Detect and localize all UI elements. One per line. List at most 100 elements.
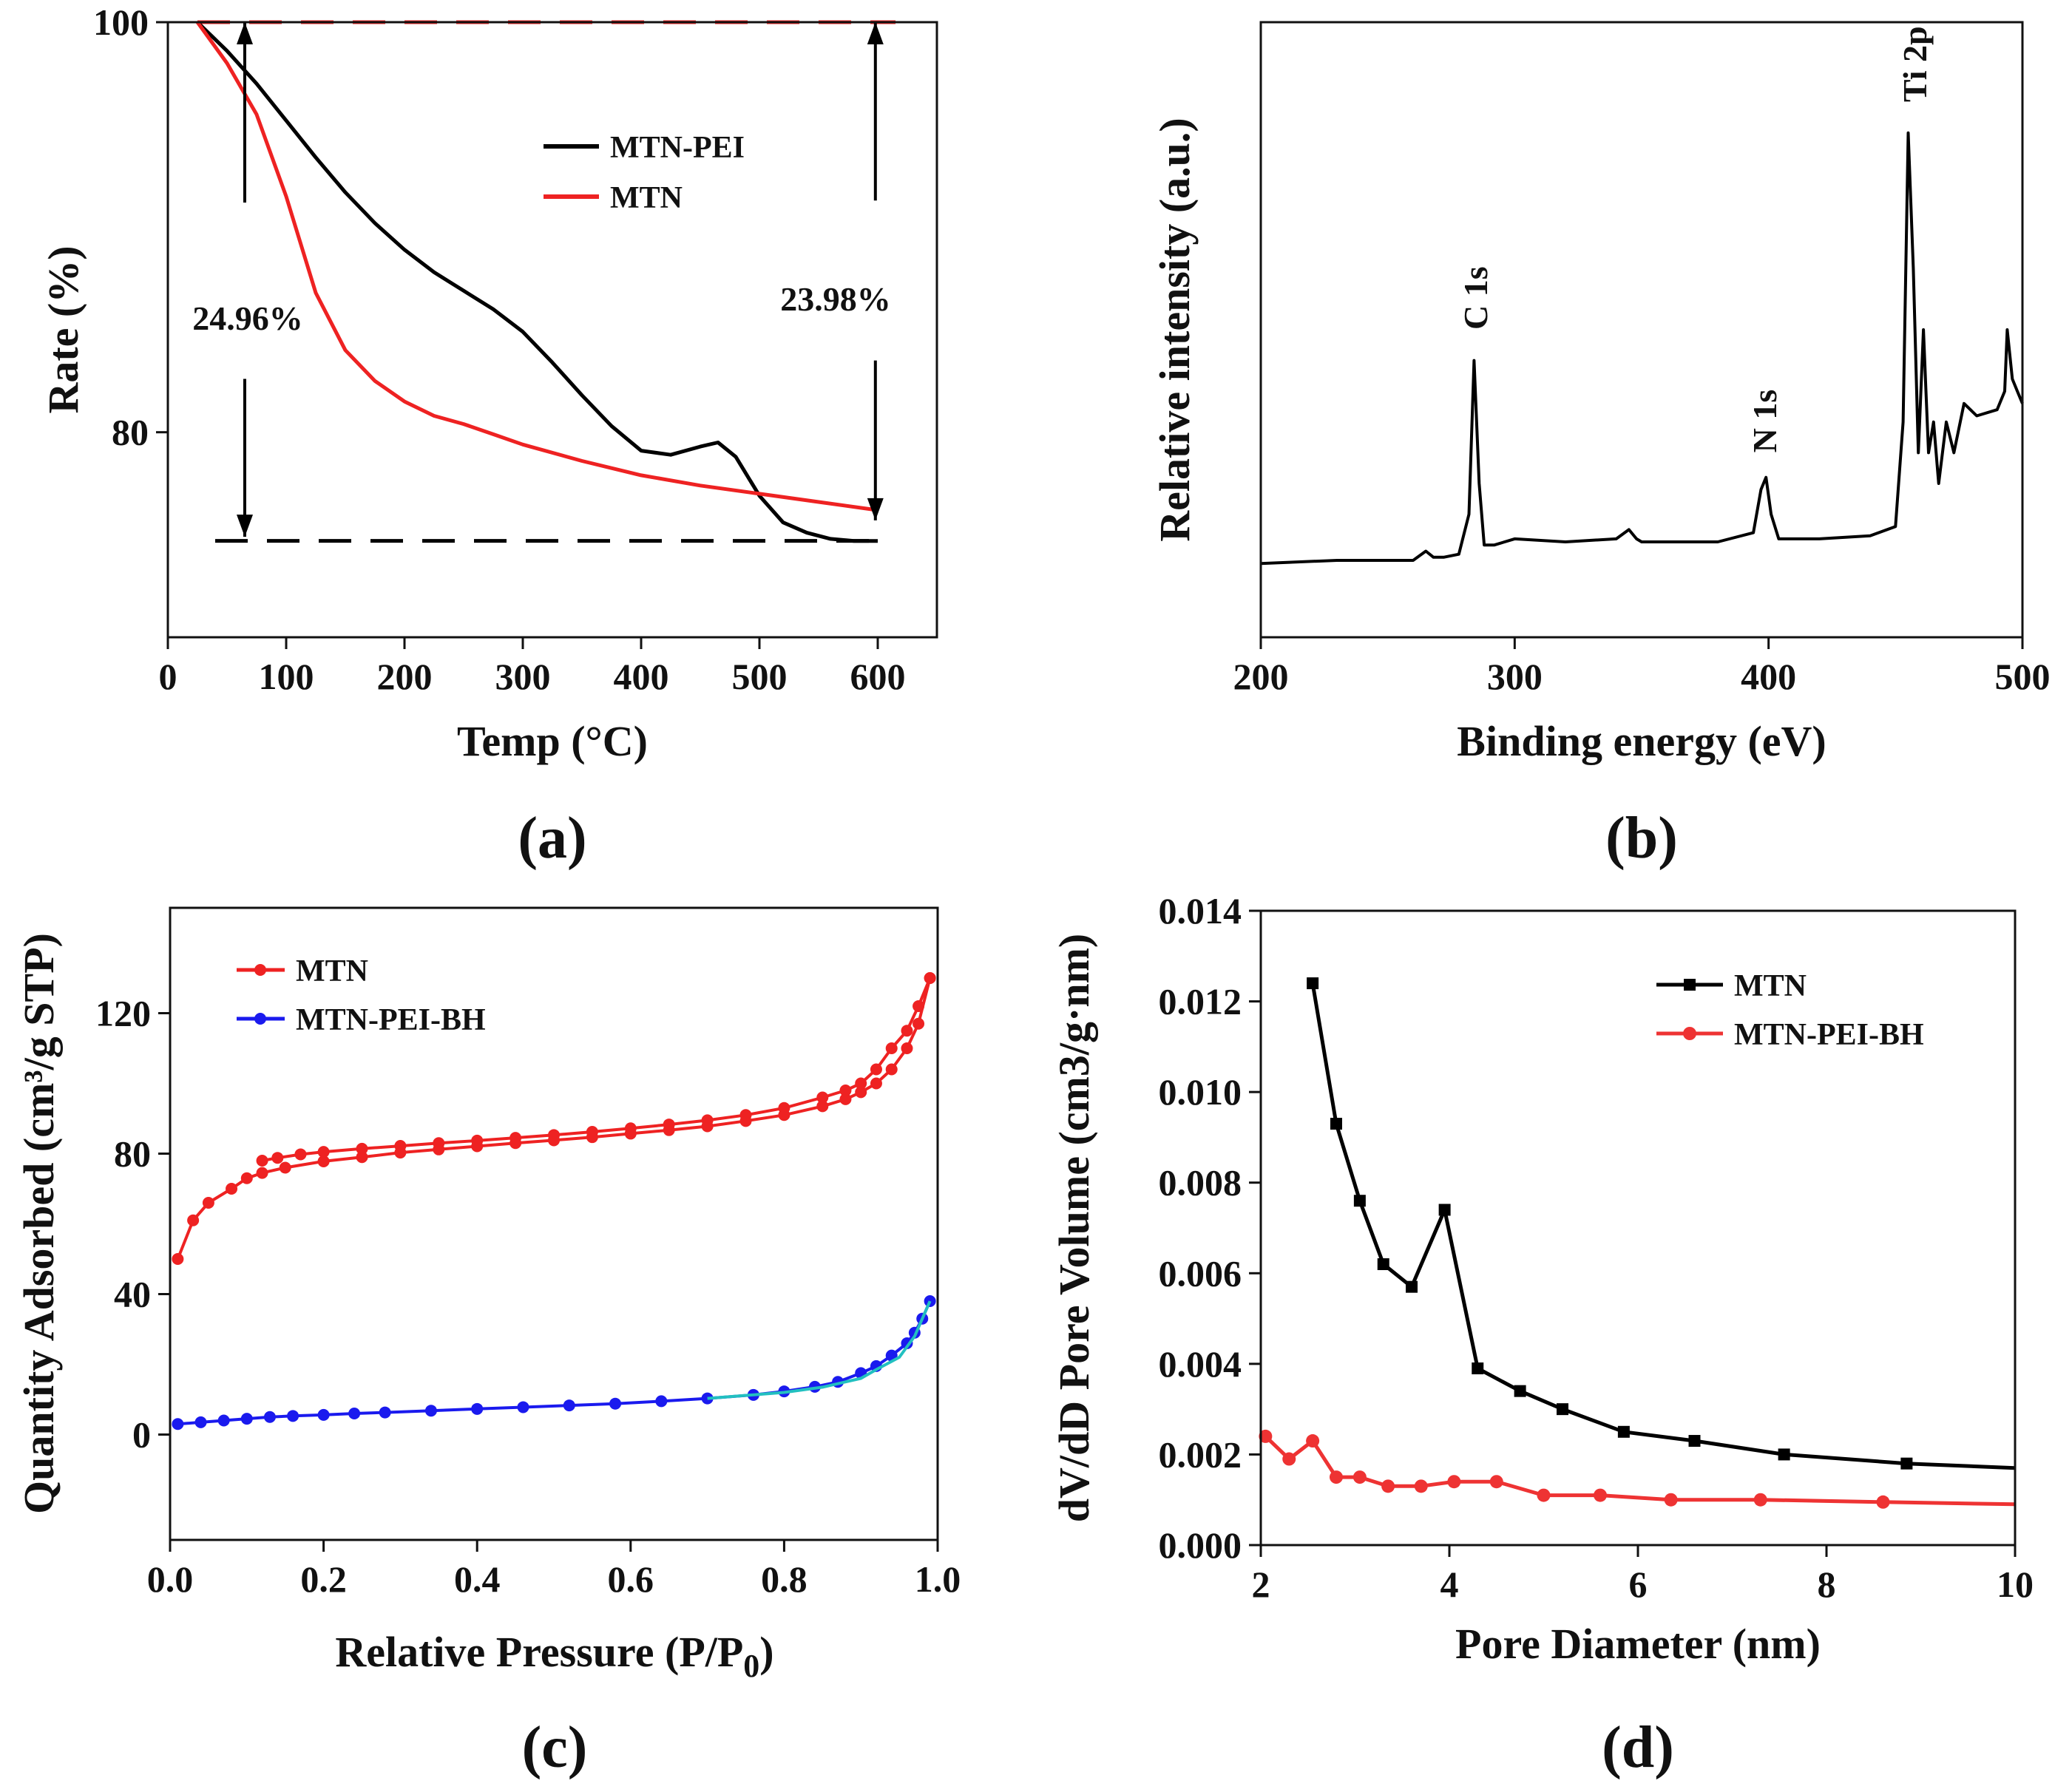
panel-d-ytick-label: 0.004 — [1159, 1343, 1242, 1385]
point-mtn-pei-bh — [317, 1408, 330, 1421]
point-mtn-pei-bh — [263, 1411, 276, 1423]
panel-c-ytick-label: 80 — [114, 1133, 151, 1175]
panel-a-xtick-label: 100 — [259, 656, 314, 697]
point-mtn-desorption — [913, 1000, 925, 1012]
point-mtn-pei-bh — [1537, 1488, 1551, 1502]
panel-c-legend: MTN MTN-PEI-BH — [237, 954, 486, 1037]
point-mtn — [1900, 1457, 1913, 1470]
panel-c-ylabel: Quantity Adsorbed (cm³/g STP) — [15, 933, 63, 1514]
panel-d-ylabel: dV/dD Pore Volume (cm3/g·nm) — [1050, 934, 1098, 1522]
point-mtn-pei-bh — [1876, 1495, 1890, 1509]
point-mtn-desorption — [624, 1122, 637, 1135]
legend-marker-mtn-pei-bh — [1683, 1027, 1696, 1040]
point-mtn-pei-bh — [240, 1413, 253, 1425]
panel-c-frame — [169, 906, 939, 1541]
point-mtn — [855, 1086, 867, 1099]
point-mtn — [885, 1063, 898, 1076]
point-mtn-desorption — [855, 1077, 867, 1090]
panel-d-ytick-label: 0.000 — [1159, 1524, 1242, 1566]
point-mtn-pei-bh — [379, 1406, 391, 1419]
point-mtn — [1472, 1362, 1484, 1374]
point-mtn-desorption — [663, 1119, 675, 1131]
point-mtn — [172, 1253, 184, 1265]
legend-label-mtn: MTN — [610, 181, 683, 215]
point-mtn-pei-bh — [924, 1295, 936, 1307]
point-mtn-desorption — [271, 1152, 284, 1164]
point-mtn — [1330, 1118, 1342, 1130]
legend-label-mtn-pei-bh: MTN-PEI-BH — [1734, 1018, 1924, 1052]
series-mtn-pei-bh-line — [1264, 1435, 2016, 1507]
panel-c-xtick-label: 0.6 — [608, 1558, 654, 1600]
point-mtn — [187, 1214, 200, 1226]
panel-c-ytick-label: 0 — [132, 1414, 151, 1456]
panel-a-label: (a) — [518, 806, 586, 871]
panel-c-xtick-label: 0.8 — [761, 1558, 808, 1600]
point-mtn-pei-bh — [1447, 1475, 1461, 1489]
legend-label-mtn-pei-bh: MTN-PEI-BH — [296, 1003, 486, 1037]
point-mtn-desorption — [394, 1140, 407, 1153]
panel-d-ytick-label: 0.002 — [1159, 1433, 1242, 1475]
point-mtn — [202, 1197, 214, 1209]
arrow-head — [867, 498, 884, 520]
point-mtn — [356, 1151, 368, 1164]
point-mtn-pei-bh — [1753, 1493, 1767, 1507]
point-mtn-pei-bh — [1282, 1452, 1296, 1466]
point-mtn-pei-bh — [1259, 1429, 1273, 1443]
panel-d-label: (d) — [1602, 1715, 1674, 1780]
series-mtn-line — [195, 21, 878, 512]
panel-c-ytick-label: 40 — [114, 1274, 151, 1315]
panel-c-xlabel: Relative Pressure (P/P0) — [335, 1628, 773, 1684]
legend-label-mtn: MTN — [1734, 969, 1807, 1003]
point-mtn-desorption — [317, 1146, 330, 1158]
panel-d-frame — [1259, 909, 2017, 1547]
panel-a-ylabel: Rate (%) — [39, 245, 87, 413]
point-mtn-desorption — [701, 1114, 714, 1127]
panel-d-xtick-label: 8 — [1818, 1564, 1836, 1605]
point-mtn-pei-bh — [1489, 1475, 1503, 1489]
point-mtn-pei-bh — [563, 1399, 575, 1412]
panel-b-xtick-label: 500 — [1995, 656, 2051, 697]
point-mtn-pei-bh — [1352, 1470, 1367, 1484]
panel-a-frame — [166, 21, 938, 639]
panel-b-xtick-label: 200 — [1233, 656, 1289, 697]
point-mtn-pei-bh — [471, 1402, 484, 1415]
point-mtn-desorption — [433, 1137, 445, 1150]
point-mtn-pei-bh — [424, 1405, 437, 1417]
point-mtn — [1557, 1403, 1568, 1416]
panel-d-xtick-label: 4 — [1440, 1564, 1459, 1605]
point-mtn — [1688, 1435, 1701, 1447]
panel-c-xtick-label: 0.2 — [300, 1558, 347, 1600]
panel-d-ytick-label: 0.012 — [1159, 981, 1242, 1022]
point-mtn-pei-bh — [1414, 1479, 1428, 1493]
panel-d-xtick-label: 10 — [1997, 1564, 2034, 1605]
point-mtn-pei-bh — [517, 1401, 529, 1413]
point-mtn-desorption — [816, 1091, 829, 1104]
point-mtn — [226, 1183, 238, 1195]
panel-a-legend: MTN-PEI MTN — [544, 131, 745, 215]
point-mtn-desorption — [778, 1102, 790, 1114]
point-mtn — [1406, 1280, 1418, 1293]
panel-d-xtick-label: 6 — [1629, 1564, 1648, 1605]
panel-c-ytick-label: 120 — [95, 993, 151, 1034]
point-mtn-desorption — [924, 972, 936, 984]
panel-a-xtick-label: 400 — [614, 656, 669, 697]
series-mtn-pei-bh-line — [177, 1300, 932, 1426]
panel-c-xtick-label: 0.0 — [147, 1558, 194, 1600]
panel-d-ytick-label: 0.010 — [1159, 1071, 1242, 1113]
point-mtn — [870, 1077, 882, 1090]
point-mtn-desorption — [256, 1155, 268, 1167]
panel-d-legend: MTN MTN-PEI-BH — [1656, 969, 1924, 1052]
point-mtn-pei-bh — [217, 1414, 230, 1427]
point-mtn-pei-bh — [287, 1410, 299, 1422]
legend-marker-mtn-pei-bh — [254, 1013, 266, 1025]
point-mtn — [1438, 1204, 1451, 1216]
arrow-head — [867, 22, 884, 44]
panel-b-label: (b) — [1605, 806, 1678, 871]
series-xps-survey-line — [1260, 131, 2024, 566]
point-mtn — [317, 1155, 330, 1167]
peak-label: Ti 2p — [1896, 26, 1934, 102]
series-mtn-pei-bh-desorption-line — [707, 1300, 932, 1400]
point-mtn-desorption — [294, 1148, 307, 1161]
point-mtn — [913, 1017, 925, 1030]
legend-marker-mtn — [254, 964, 266, 976]
